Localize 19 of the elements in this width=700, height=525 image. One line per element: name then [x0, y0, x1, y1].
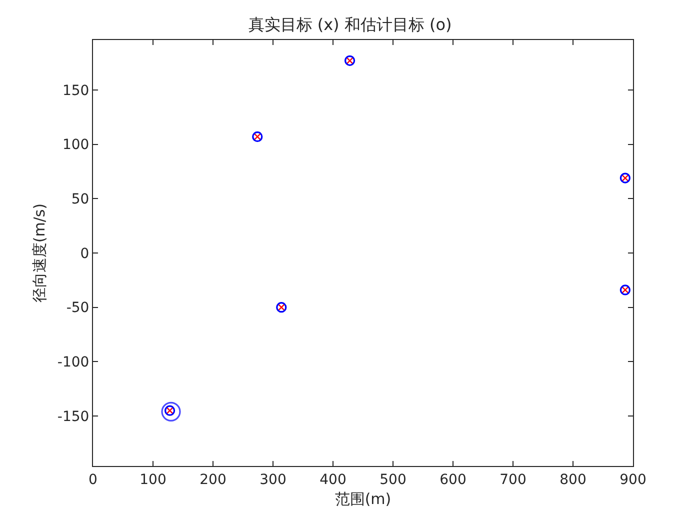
chart-title: 真实目标 (x) 和估计目标 (o) — [248, 15, 452, 34]
y-tick-label: 0 — [80, 246, 90, 262]
x-tick-label: 300 — [260, 472, 286, 488]
x-tick-label: 600 — [440, 472, 466, 488]
x-tick-label: 400 — [320, 472, 346, 488]
x-axis-title: 范围(m) — [334, 490, 392, 508]
y-tick-label: 100 — [62, 137, 90, 154]
x-tick-label: 200 — [200, 472, 226, 488]
x-tick-label: 900 — [620, 472, 646, 488]
x-tick-label: 100 — [140, 472, 166, 488]
y-tick-label: 150 — [62, 82, 90, 99]
x-tick-label: 500 — [380, 472, 406, 488]
y-axis-title: 径向速度(m/s) — [30, 203, 49, 303]
y-tick-label: -50 — [66, 300, 90, 316]
y-tick-label: -150 — [57, 408, 90, 425]
x-tick-label: 700 — [500, 472, 526, 488]
x-tick-label: 800 — [560, 472, 586, 488]
y-tick-label: -100 — [57, 354, 90, 371]
y-tick-label: 50 — [71, 192, 90, 208]
